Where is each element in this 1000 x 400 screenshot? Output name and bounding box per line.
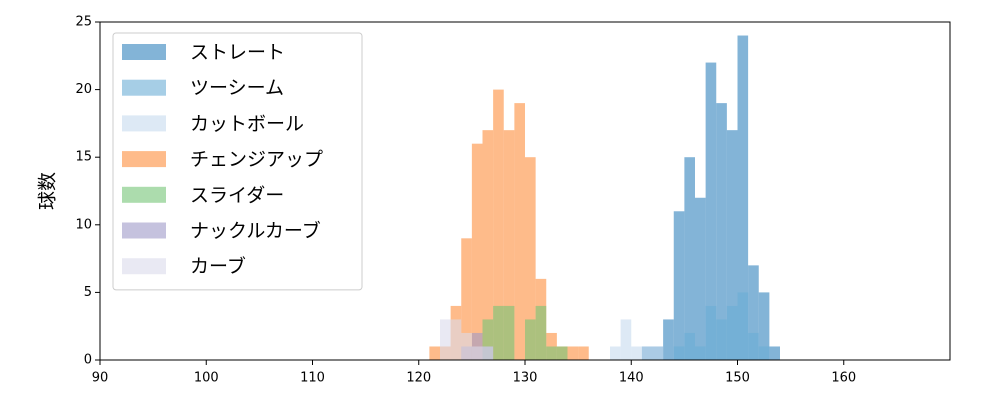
bar: [716, 319, 727, 360]
x-tick-label: 150: [725, 371, 750, 386]
legend-swatch: [122, 151, 166, 168]
bar: [748, 265, 759, 360]
bar: [525, 157, 536, 360]
legend-label: チェンジアップ: [190, 149, 323, 171]
x-tick-label: 120: [406, 371, 431, 386]
legend-swatch: [122, 79, 166, 96]
bar: [450, 319, 462, 360]
bar: [652, 346, 664, 360]
legend-label: カーブ: [190, 255, 246, 278]
bar: [758, 292, 770, 360]
bar: [493, 89, 504, 360]
bar: [748, 332, 759, 360]
y-tick-label: 5: [84, 285, 92, 300]
bar: [663, 319, 674, 360]
bar: [758, 346, 770, 360]
y-tick-label: 20: [75, 82, 92, 97]
legend-box: [112, 32, 363, 291]
bar: [684, 332, 695, 360]
bar: [546, 346, 557, 360]
y-tick-label: 10: [75, 217, 92, 232]
x-tick-label: 160: [831, 371, 856, 386]
bar: [429, 346, 440, 360]
bar: [525, 319, 536, 360]
bar: [471, 346, 483, 360]
bar: [471, 332, 483, 360]
bar: [673, 346, 685, 360]
y-axis-label: 球数: [37, 172, 59, 210]
bar: [673, 211, 685, 360]
bar: [482, 346, 494, 360]
y-tick-label: 15: [75, 150, 92, 165]
x-tick-label: 100: [194, 371, 219, 386]
legend-label: ツーシーム: [190, 77, 284, 99]
legend-label: カットボール: [190, 113, 304, 135]
legend-swatch: [122, 186, 166, 203]
bar: [535, 305, 547, 360]
legend-label: ナックルカーブ: [190, 219, 321, 242]
legend-swatch: [122, 258, 166, 275]
bar: [641, 346, 653, 360]
bar: [695, 197, 706, 360]
bar: [620, 319, 632, 360]
bar: [461, 238, 472, 360]
bar: [726, 305, 738, 360]
x-tick-label: 140: [619, 371, 644, 386]
y-tick-label: 25: [75, 15, 92, 30]
bar: [705, 305, 717, 360]
bar: [684, 157, 695, 360]
bar: [631, 346, 642, 360]
bar: [737, 35, 749, 361]
bar: [556, 346, 568, 360]
bar: [461, 332, 472, 360]
legend-label: ストレート: [190, 42, 285, 64]
bar: [578, 346, 589, 360]
x-tick-label: 130: [513, 371, 538, 386]
bar: [482, 130, 494, 360]
bar: [769, 346, 780, 360]
bar: [716, 103, 727, 361]
bar: [514, 103, 525, 361]
legend-label: スライダー: [190, 184, 284, 206]
bar: [726, 130, 738, 360]
bar: [503, 130, 515, 360]
legend-swatch: [122, 115, 166, 132]
bar: [440, 319, 451, 360]
y-tick-label: 0: [84, 353, 92, 368]
bar: [482, 319, 494, 360]
legend-swatch: [122, 44, 166, 60]
bar: [546, 332, 557, 360]
bar: [695, 346, 706, 360]
x-tick-label: 110: [300, 371, 325, 386]
bar: [737, 292, 749, 360]
bar: [493, 305, 504, 360]
bar: [503, 305, 515, 360]
legend-swatch: [122, 222, 166, 239]
bar: [705, 62, 717, 361]
bar: [471, 143, 483, 360]
bar: [610, 346, 621, 360]
bar: [567, 346, 579, 360]
x-tick-label: 90: [92, 371, 109, 386]
